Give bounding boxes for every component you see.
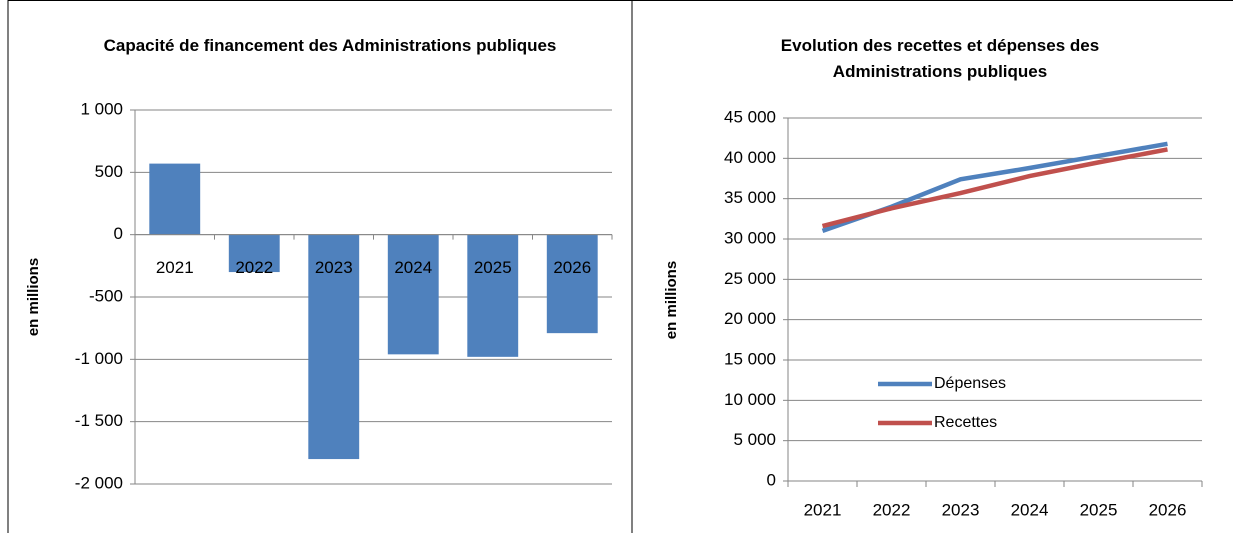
y-axis-label: en millions bbox=[663, 261, 680, 339]
bar bbox=[467, 234, 519, 357]
x-tick-label: 2023 bbox=[315, 258, 353, 277]
y-tick-label: 25 000 bbox=[724, 269, 776, 288]
x-tick-label: 2026 bbox=[553, 258, 591, 277]
bar bbox=[546, 234, 598, 334]
x-tick-label: 2025 bbox=[474, 258, 512, 277]
legend-label: Recettes bbox=[934, 414, 997, 431]
x-tick-label: 2022 bbox=[235, 258, 273, 277]
y-tick-label: 500 bbox=[95, 162, 123, 181]
y-tick-label: 15 000 bbox=[724, 349, 776, 368]
chart-title: Capacité de financement des Administrati… bbox=[103, 36, 557, 55]
y-tick-label: 30 000 bbox=[724, 228, 776, 247]
x-tick-label: 2026 bbox=[1149, 500, 1187, 519]
y-tick-label: -2 000 bbox=[75, 473, 123, 492]
y-tick-label: 10 000 bbox=[724, 390, 776, 409]
x-tick-label: 2024 bbox=[1011, 500, 1049, 519]
y-tick-label: 20 000 bbox=[724, 309, 776, 328]
chart-title: Evolution des recettes et dépenses des A… bbox=[780, 36, 1100, 81]
y-tick-label: 1 000 bbox=[80, 99, 123, 118]
y-tick-label: -1 000 bbox=[75, 349, 123, 368]
legend-label: Dépenses bbox=[934, 375, 1006, 392]
y-tick-label: 45 000 bbox=[724, 107, 776, 126]
y-axis-label: en millions bbox=[25, 258, 42, 336]
y-tick-label: 40 000 bbox=[724, 148, 776, 167]
y-tick-label: 0 bbox=[767, 470, 776, 489]
x-tick-label: 2024 bbox=[394, 258, 432, 277]
bar bbox=[228, 234, 280, 273]
y-tick-label: -500 bbox=[89, 286, 123, 305]
y-tick-label: -1 500 bbox=[75, 411, 123, 430]
bar bbox=[387, 234, 439, 355]
line-series bbox=[821, 147, 1168, 229]
y-tick-label: 5 000 bbox=[733, 430, 776, 449]
y-tick-label: 35 000 bbox=[724, 188, 776, 207]
x-tick-label: 2022 bbox=[873, 500, 911, 519]
x-tick-label: 2021 bbox=[804, 500, 842, 519]
bar bbox=[308, 234, 360, 460]
bar bbox=[149, 163, 201, 235]
y-tick-label: 0 bbox=[114, 224, 123, 243]
x-tick-label: 2021 bbox=[156, 258, 194, 277]
x-tick-label: 2023 bbox=[942, 500, 980, 519]
x-tick-label: 2025 bbox=[1080, 500, 1118, 519]
